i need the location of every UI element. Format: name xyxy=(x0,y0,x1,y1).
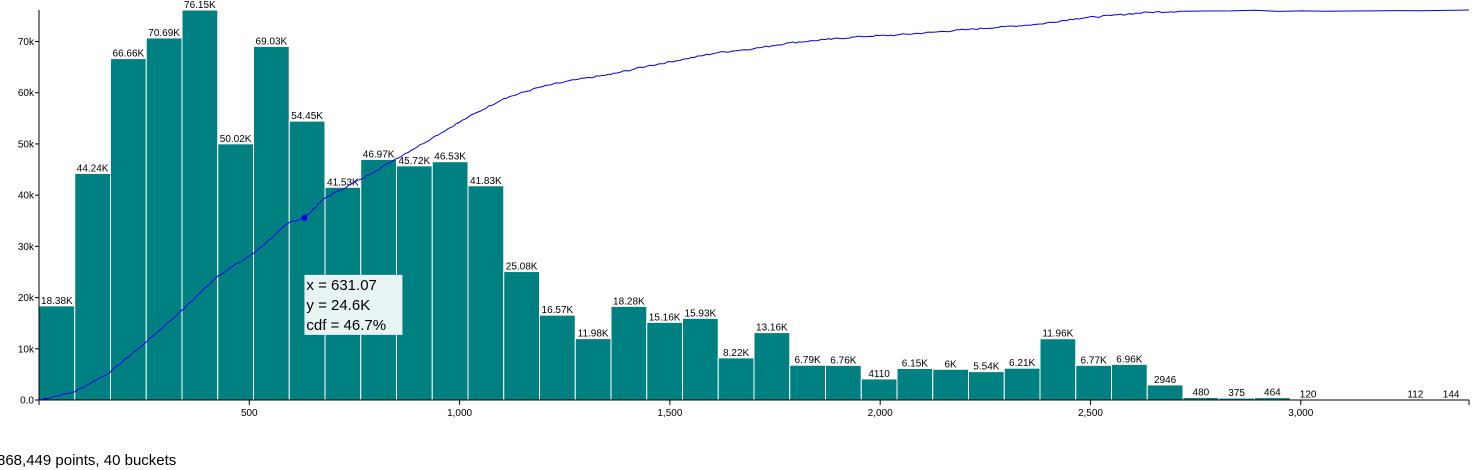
y-tick-label: 30k xyxy=(18,242,35,253)
bar-value-label: 6.96K xyxy=(1116,354,1142,365)
bar-value-label: 44.24K xyxy=(77,163,109,174)
histogram-bar xyxy=(789,364,826,401)
tooltip-line: x = 631.07 xyxy=(306,277,376,294)
bars-layer xyxy=(38,9,1470,401)
bar-value-label: 6.77K xyxy=(1081,355,1107,366)
bar-value-label: 15.93K xyxy=(685,308,717,319)
cdf-layer xyxy=(38,9,1470,401)
histogram-bar xyxy=(574,338,612,401)
bar-value-label: 464 xyxy=(1264,388,1281,399)
y-tick-label: 0.0 xyxy=(20,396,34,407)
histogram-bar xyxy=(753,332,791,401)
axes-layer: 0.0 10k 20k 30k 40k 50k 60k 70k 500 1,000 1,500 2,0… xyxy=(18,10,1470,419)
histogram-bar xyxy=(110,58,147,401)
bar-value-label: 6.79K xyxy=(795,355,821,366)
bar-value-label: 54.45K xyxy=(291,111,323,122)
x-tick-label: 1,500 xyxy=(657,408,682,419)
x-tick-label: 500 xyxy=(241,408,258,419)
bar-value-label: 144 xyxy=(1443,389,1460,400)
y-tick-label: 40k xyxy=(18,191,35,202)
bar-value-label: 6.21K xyxy=(1009,358,1035,369)
bar-value-label: 18.38K xyxy=(41,296,73,307)
bar-value-label: 50.02K xyxy=(220,134,252,145)
histogram-bar xyxy=(467,185,505,401)
bar-value-label: 46.97K xyxy=(363,149,395,160)
x-tick-label: 2,500 xyxy=(1078,408,1103,419)
histogram-bar xyxy=(860,378,898,401)
bar-value-label: 2946 xyxy=(1154,375,1177,386)
histogram-bar xyxy=(539,314,576,401)
histogram-bar xyxy=(825,364,862,401)
bar-value-label: 15.16K xyxy=(649,312,681,323)
bar-value-label: 11.96K xyxy=(1042,329,1073,340)
histogram-bar xyxy=(74,172,111,401)
bar-value-label: 5.54K xyxy=(973,362,999,373)
y-tick-label: 10k xyxy=(18,344,35,355)
histogram-bar xyxy=(38,305,76,401)
histogram-bar xyxy=(968,371,1005,401)
buckets-count: 40 buckets xyxy=(103,452,177,469)
tooltip-line: cdf = 46.7% xyxy=(306,317,386,334)
bar-value-label: 41.83K xyxy=(470,176,502,187)
y-tick-label: 50k xyxy=(18,139,35,150)
histogram-bar xyxy=(1146,384,1184,401)
bar-value-label: 112 xyxy=(1407,389,1423,400)
bar-value-label: 6.15K xyxy=(902,359,928,370)
histogram-bar xyxy=(217,143,254,401)
bar-value-label: 18.28K xyxy=(613,296,645,307)
tooltip-line: y = 24.6K xyxy=(306,297,370,314)
tooltip-box xyxy=(304,274,403,335)
histogram-bar xyxy=(288,120,326,401)
histogram-bar xyxy=(181,9,219,401)
bar-value-label: 4110 xyxy=(868,369,890,380)
histogram-bar xyxy=(1039,338,1077,401)
histogram-bar xyxy=(431,161,469,401)
summary-text: 868,449 points, 40 buckets xyxy=(0,452,176,469)
histogram-bar xyxy=(682,317,719,401)
x-tick-label: 2,000 xyxy=(868,408,893,419)
tooltip: x = 631.07 y = 24.6K cdf = 46.7% xyxy=(304,274,403,335)
bar-value-label: 480 xyxy=(1193,388,1210,399)
bar-value-label: 45.72K xyxy=(399,156,431,167)
bar-value-label: 16.57K xyxy=(542,305,574,316)
points-count: 868,449 points xyxy=(0,452,96,469)
bar-value-label: 41.53K xyxy=(327,177,359,188)
histogram-bar xyxy=(1075,364,1112,401)
histogram-bar xyxy=(896,368,934,401)
cdf-line xyxy=(38,9,1470,401)
bar-value-label: 66.66K xyxy=(113,49,145,60)
histogram-bar xyxy=(396,165,433,401)
histogram-bar xyxy=(145,37,183,401)
histogram-bar xyxy=(503,271,540,401)
histogram-bar xyxy=(932,368,969,401)
histogram-bar xyxy=(253,45,290,401)
y-tick-label: 20k xyxy=(18,293,35,304)
cdf-marker xyxy=(301,214,308,221)
bar-value-label: 25.08K xyxy=(506,262,538,273)
summary-separator: , xyxy=(95,452,104,469)
bar-value-label: 8.22K xyxy=(723,348,749,359)
bar-value-label: 13.16K xyxy=(756,323,788,334)
histogram-bar xyxy=(610,305,648,401)
histogram-bar xyxy=(1111,363,1148,401)
histogram-bar xyxy=(1003,367,1041,401)
y-tick-label: 70k xyxy=(18,37,35,48)
bar-value-label: 69.03K xyxy=(256,36,288,47)
bar-value-label: 76.15K xyxy=(184,0,216,11)
bar-value-label: 70.69K xyxy=(148,28,180,39)
histogram-bar xyxy=(646,321,683,401)
bar-value-label: 120 xyxy=(1300,389,1317,400)
x-tick-label: 3,000 xyxy=(1288,408,1313,419)
bar-value-label: 375 xyxy=(1228,388,1245,399)
y-tick-label: 60k xyxy=(18,88,35,99)
bar-value-label: 46.53K xyxy=(434,152,466,163)
histogram-bar xyxy=(717,357,755,401)
bar-value-label: 6.76K xyxy=(830,355,856,366)
bar-value-label: 6K xyxy=(945,359,958,370)
bar-value-label: 11.98K xyxy=(578,329,609,340)
x-tick-label: 1,000 xyxy=(447,408,472,419)
